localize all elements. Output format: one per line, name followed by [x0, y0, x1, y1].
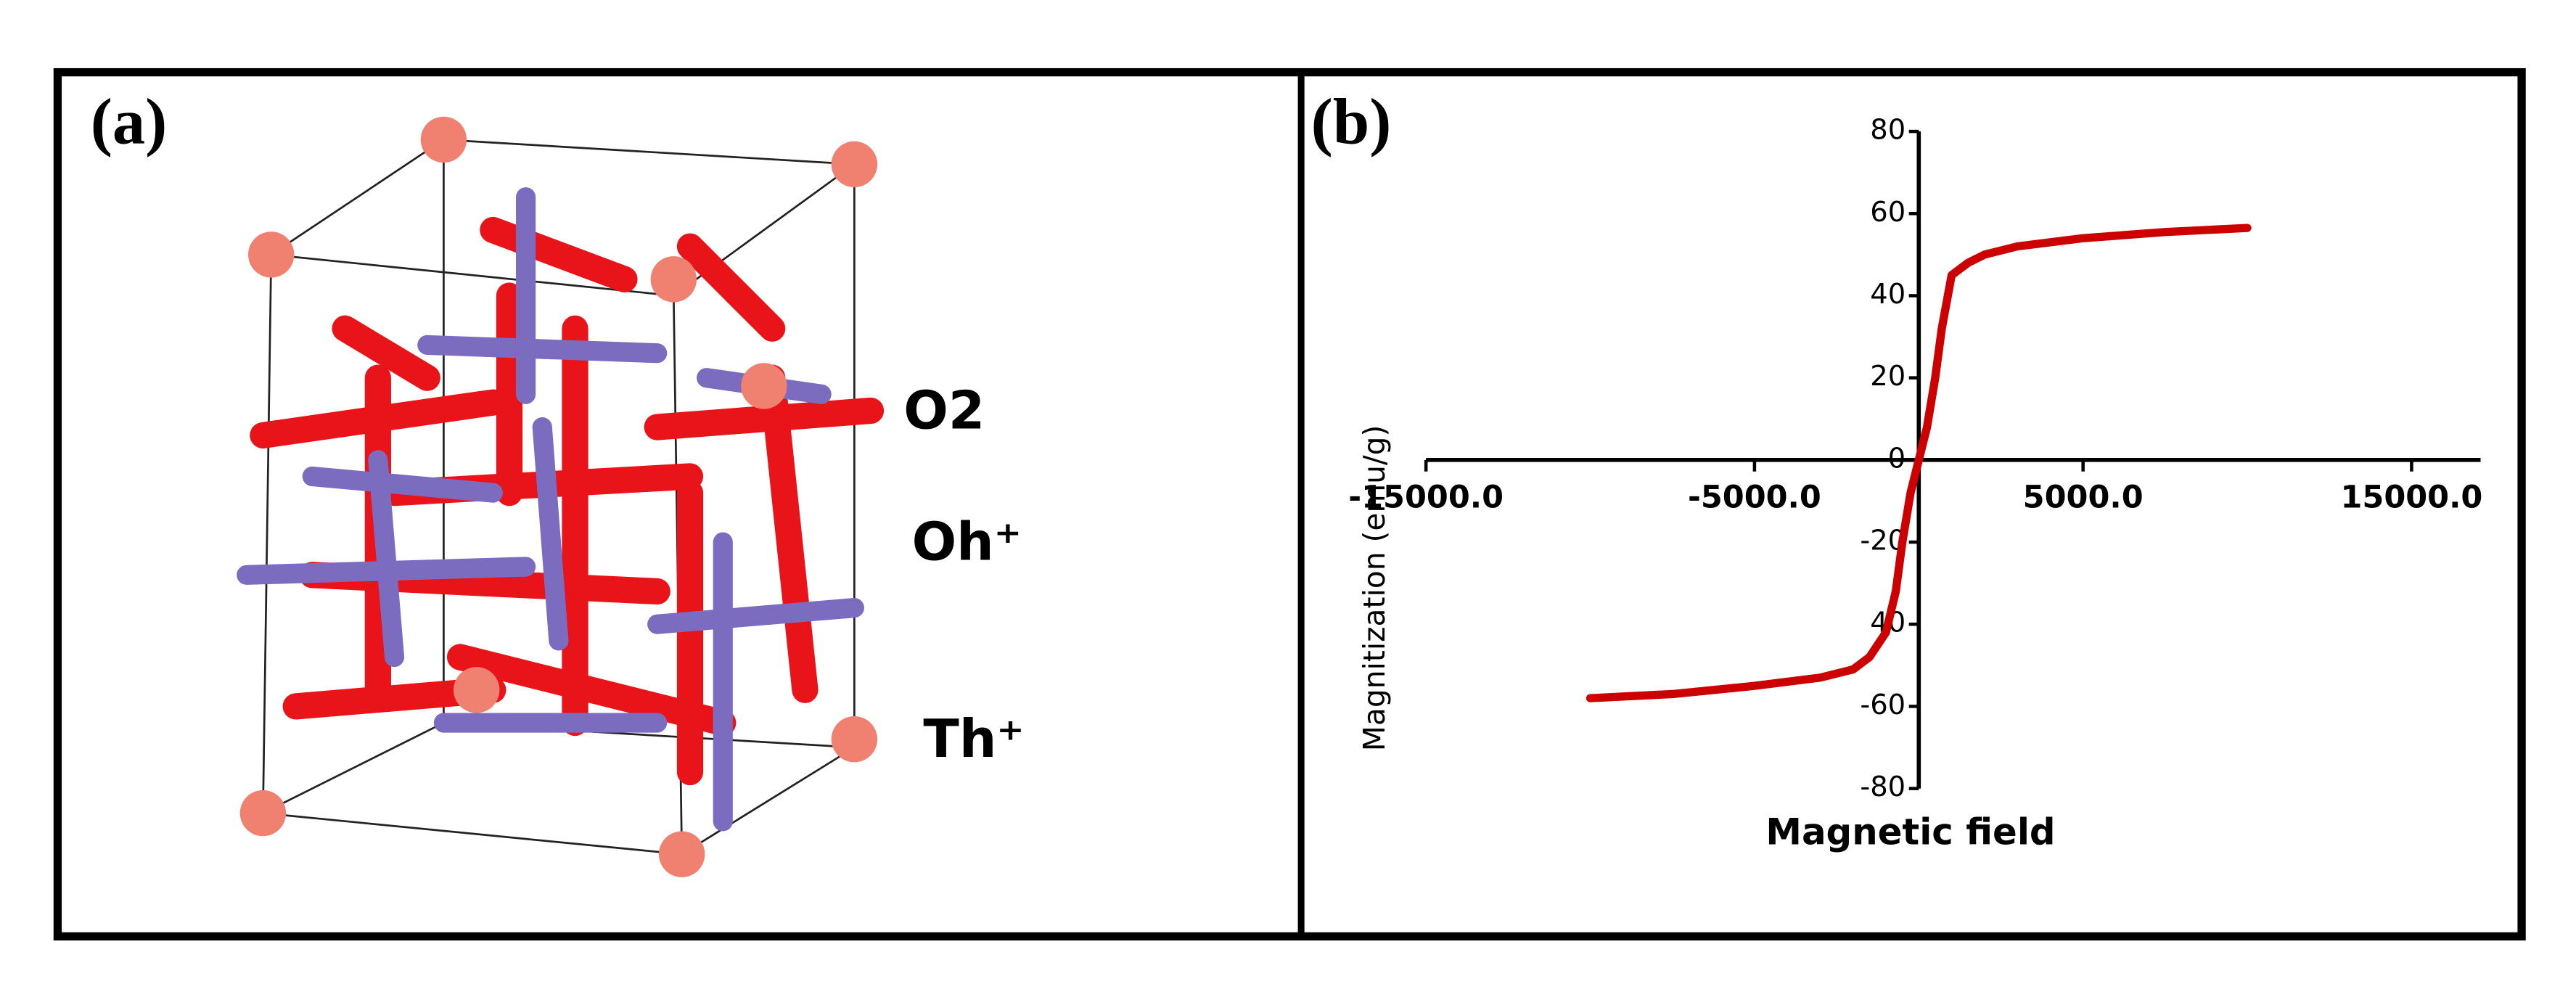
y-tick-label: -80 — [1860, 771, 1906, 803]
x-tick-label: -15000.0 — [1348, 480, 1504, 516]
crystal-structure — [237, 116, 885, 877]
site-label: Oh⁺ — [912, 512, 1022, 573]
site-label: O2 — [903, 380, 985, 441]
x-tick-label: 5000.0 — [2023, 480, 2144, 516]
x-tick-label: -5000.0 — [1688, 480, 1821, 516]
y-tick-label: 20 — [1870, 360, 1906, 393]
frame — [53, 67, 2526, 941]
panel-label: (b) — [1311, 84, 1392, 157]
panel-label: (a) — [91, 84, 168, 157]
site-label: Th⁺ — [923, 709, 1024, 770]
y-tick-label: -60 — [1860, 689, 1906, 721]
x-tick-label: 15000.0 — [2340, 480, 2482, 516]
y-tick-label: 80 — [1870, 114, 1906, 147]
y-tick-label: 40 — [1870, 278, 1906, 311]
y-axis-title: Magnitization (emu/g) — [1357, 425, 1392, 752]
y-tick-label: 0 — [1888, 442, 1906, 475]
y-tick-label: 60 — [1870, 196, 1906, 229]
x-axis-title: Magnetic field — [1765, 811, 2055, 853]
data-line — [1586, 224, 2252, 702]
